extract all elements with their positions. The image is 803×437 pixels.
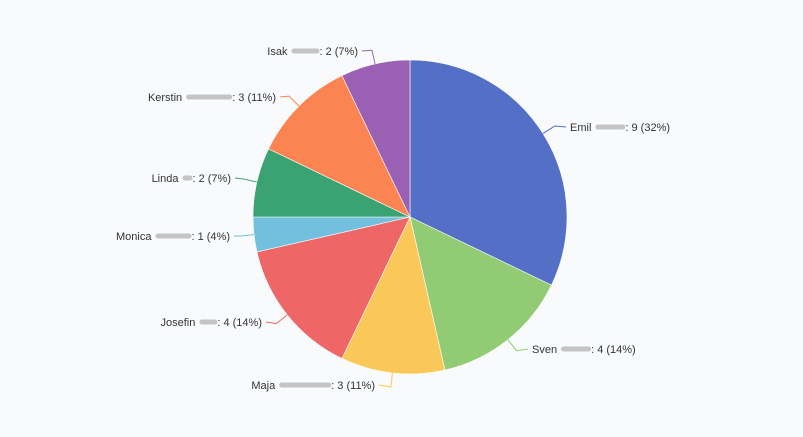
redaction-bar [182,175,193,181]
label-leader-line [233,234,255,237]
slice-label-value: : 2 (7%) [319,46,358,58]
redaction-bar [279,382,332,388]
redaction-bar [199,319,218,325]
slice-label-name: Monica [116,231,152,243]
label-leader-line [378,372,393,388]
slice-label-value: : 3 (11%) [232,92,276,104]
slice-label-linda: Linda : 2 (7%) [152,173,231,185]
label-leader-line [234,177,258,183]
slice-label-name: Emil [570,122,591,134]
slice-label-name: Linda [152,173,180,185]
slice-label-maja: Maja : 3 (11%) [251,380,375,392]
pie-slice-isak[interactable] [341,59,411,218]
slice-label-name: Isak [267,46,288,58]
slice-label-monica: Monica : 1 (4%) [116,231,230,243]
slice-label-isak: Isak : 2 (7%) [267,46,358,58]
label-leader-line [361,49,376,65]
slice-label-emil: Emil : 9 (32%) [570,122,670,134]
slice-label-kerstin: Kerstin : 3 (11%) [148,92,276,104]
pie-slice-maja[interactable] [341,216,446,375]
label-leader-line [542,125,567,134]
label-leader-line [265,314,288,325]
slice-label-josefin: Josefin : 4 (14%) [161,317,263,329]
slice-label-name: Kerstin [148,92,182,104]
slice-label-value: : 4 (14%) [217,317,262,329]
pie-labels: Emil : 9 (32%) Sven : 4 (14%) Maja : 3 (11%) J… [116,46,670,392]
slice-label-sven: Sven : 4 (14%) [532,344,636,356]
slice-label-value: : 4 (14%) [591,344,636,356]
slice-label-name: Josefin [161,317,196,329]
slice-label-value: : 1 (4%) [191,231,230,243]
redaction-bar [155,233,192,239]
label-leader-line [507,339,529,352]
slice-label-name: Sven [532,344,557,356]
slice-label-value: : 9 (32%) [625,122,670,134]
redaction-bar [186,94,233,100]
redaction-bar [561,346,592,352]
slice-label-name: Maja [251,380,276,392]
slice-label-value: : 2 (7%) [192,173,231,185]
pie-slice-kerstin[interactable] [268,75,411,218]
redaction-bar [595,124,626,130]
label-leader-line [279,95,300,107]
redaction-bar [291,48,320,54]
pie-slices [252,59,568,375]
slice-label-value: : 3 (11%) [331,380,375,392]
pie-slice-emil[interactable] [409,59,568,286]
